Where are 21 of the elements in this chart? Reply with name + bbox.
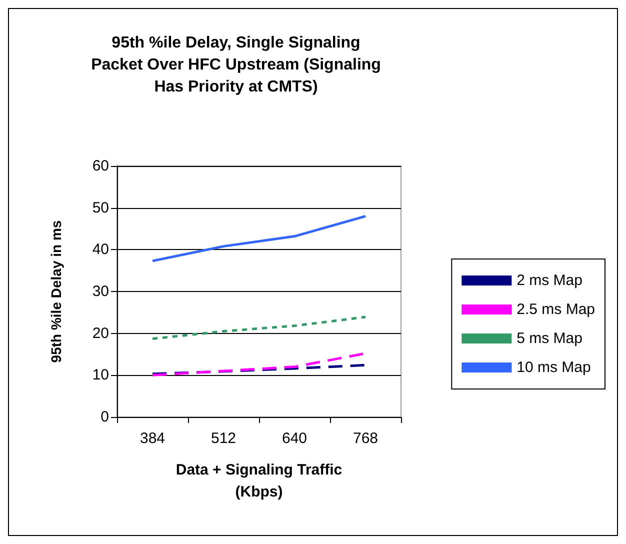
legend-label: 2 ms Map xyxy=(516,272,582,289)
legend-label: 2.5 ms Map xyxy=(516,301,596,318)
y-tick-label: 50 xyxy=(92,199,109,216)
line-series xyxy=(151,214,367,262)
line-series xyxy=(151,364,367,376)
y-tick-label: 30 xyxy=(92,283,109,300)
chart-title: 95th %ile Delay, Single Signaling Packet Over HFC Upstream (Signaling Has Priority at CMTS) xyxy=(91,34,381,96)
x-tick-label: 640 xyxy=(282,430,308,447)
x-tick-label: 384 xyxy=(140,430,166,447)
y-axis-title: 95th %ile Delay in ms xyxy=(48,220,64,363)
legend-label: 5 ms Map xyxy=(516,330,582,347)
x-tick-label: 512 xyxy=(210,430,236,447)
y-tick-label: 0 xyxy=(100,408,109,426)
y-tick-label: 40 xyxy=(92,241,109,258)
y-tick-label: 60 xyxy=(92,158,109,174)
legend-label: 10 ms Map xyxy=(516,359,591,376)
y-tick-label: 20 xyxy=(92,324,109,342)
line-series xyxy=(151,316,367,340)
x-tick-label: 768 xyxy=(352,430,378,447)
x-axis-title: Data + Signaling Traffic (Kbps) xyxy=(176,462,342,500)
y-tick-label: 10 xyxy=(92,366,109,384)
